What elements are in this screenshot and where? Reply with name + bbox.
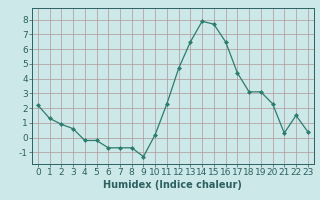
X-axis label: Humidex (Indice chaleur): Humidex (Indice chaleur) [103,180,242,190]
